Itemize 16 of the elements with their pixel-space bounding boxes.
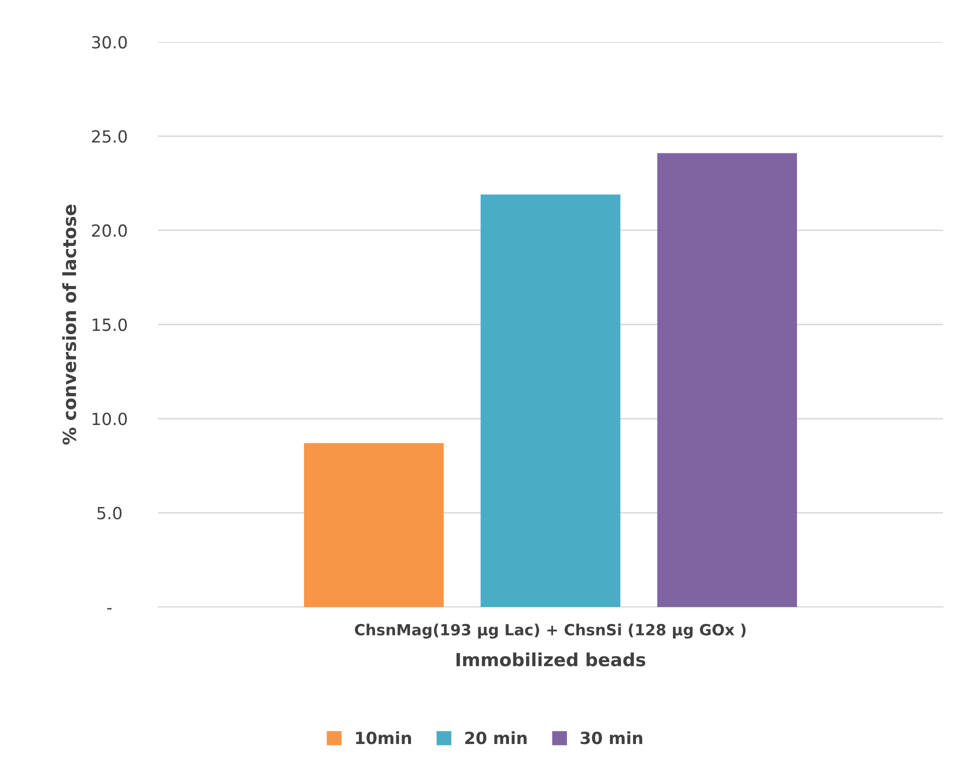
y-tick-label: 20.0 xyxy=(92,224,127,237)
bar xyxy=(480,194,620,607)
bar xyxy=(304,443,444,607)
legend-label: 20 min xyxy=(465,731,527,744)
y-tick-label: 10.0 xyxy=(92,412,127,426)
y-tick-label: 5.0 xyxy=(97,506,122,520)
y-tick-label: 15.0 xyxy=(92,318,127,332)
legend-label: 30 min xyxy=(580,731,642,744)
legend-label: 10min xyxy=(356,731,411,744)
y-tick-label: 25.0 xyxy=(92,130,127,143)
y-axis-title: % conversion of lactose xyxy=(62,204,76,445)
x-tick-label: ChsnMag(193 µg Lac) + ChsnSi (128 µg GOx ) xyxy=(354,624,746,639)
bar xyxy=(657,153,797,607)
x-axis-title: Immobilized beads xyxy=(456,652,646,666)
y-tick-label: 30.0 xyxy=(92,36,127,49)
y-tick-label: - xyxy=(107,608,112,610)
